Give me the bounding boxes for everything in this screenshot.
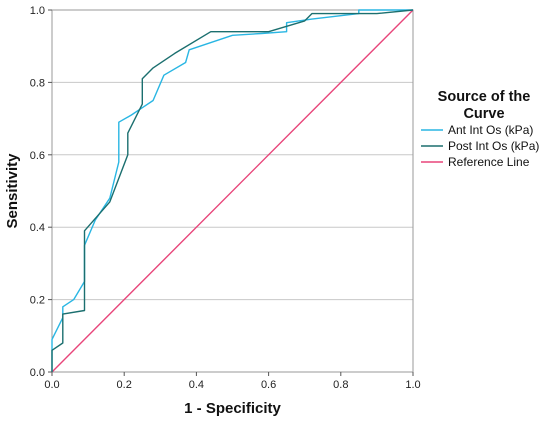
series-lines bbox=[51, 9, 414, 373]
x-tick-label-5: 1.0 bbox=[405, 379, 420, 391]
legend-title-line-1: Source of the bbox=[438, 89, 531, 105]
x-tick-label-1: 0.2 bbox=[117, 379, 132, 391]
series-line-1 bbox=[51, 9, 414, 372]
y-axis-title: Sensitivity bbox=[4, 153, 21, 229]
legend-title-line-2: Curve bbox=[463, 106, 504, 122]
legend-items: Ant Int Os (kPa) Post Int Os (kPa) Referen… bbox=[421, 123, 539, 169]
series-line-2 bbox=[51, 9, 414, 373]
y-tick-label-2: 0.4 bbox=[30, 222, 45, 234]
x-tick-label-2: 0.4 bbox=[189, 379, 204, 391]
y-axis-ticks: 0.0 0.2 0.4 0.6 0.8 1.0 bbox=[30, 5, 52, 379]
legend-label-0: Ant Int Os (kPa) bbox=[448, 123, 533, 137]
legend: Source of the Curve Ant Int Os (kPa) Post… bbox=[421, 89, 539, 169]
plot-frame bbox=[51, 9, 414, 373]
x-tick-label-0: 0.0 bbox=[44, 379, 59, 391]
series-line-0 bbox=[51, 9, 413, 372]
y-tick-label-3: 0.6 bbox=[30, 150, 45, 162]
x-tick-label-4: 0.8 bbox=[333, 379, 348, 391]
y-tick-label-5: 1.0 bbox=[30, 5, 45, 17]
x-tick-label-3: 0.6 bbox=[261, 379, 276, 391]
x-axis-title: 1 - Specificity bbox=[184, 400, 281, 417]
y-tick-label-4: 0.8 bbox=[30, 77, 45, 89]
legend-label-1: Post Int Os (kPa) bbox=[448, 139, 539, 153]
legend-label-2: Reference Line bbox=[448, 155, 530, 169]
y-tick-label-1: 0.2 bbox=[30, 295, 45, 307]
x-axis-ticks: 0.0 0.2 0.4 0.6 0.8 1.0 bbox=[44, 372, 421, 391]
y-tick-label-0: 0.0 bbox=[30, 367, 45, 379]
